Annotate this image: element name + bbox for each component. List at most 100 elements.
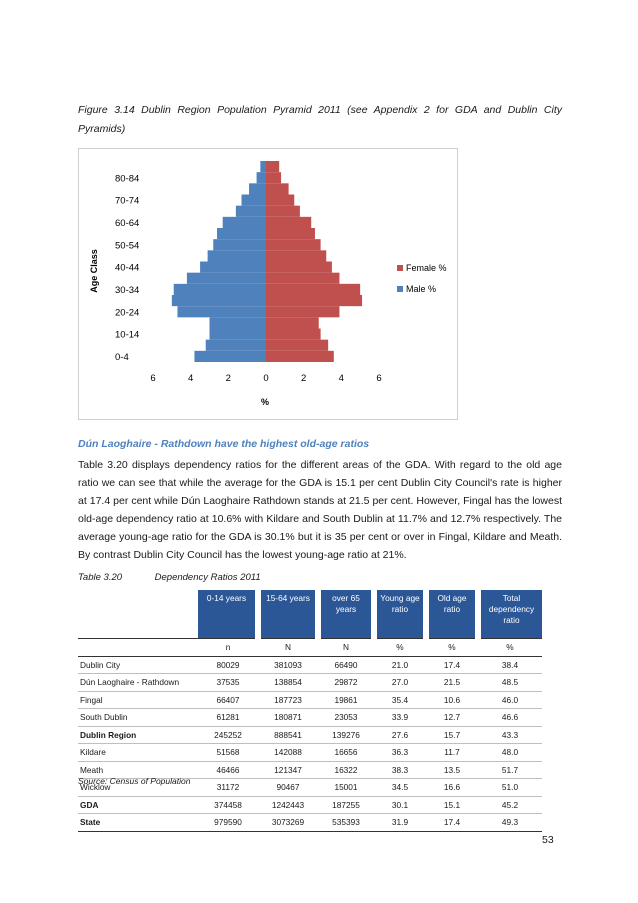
male-bar (241, 194, 266, 206)
units-empty-cell (78, 638, 198, 657)
header-15-64: 15-64 years (258, 590, 321, 639)
table-cell: 10.6 (426, 691, 478, 709)
units-row: n N N % % % (78, 638, 542, 657)
table-cell: 19861 (318, 691, 374, 709)
male-bar (186, 272, 266, 284)
table-cell: 45.2 (478, 796, 542, 814)
header-total-dependency-ratio: Total dependency ratio (478, 590, 542, 639)
male-bar (249, 183, 266, 195)
table-cell: 90467 (258, 778, 318, 797)
table-cell: 51568 (198, 743, 258, 762)
table-cell: 35.4 (374, 691, 426, 709)
table-caption: Table 3.20 Dependency Ratios 2011 (78, 572, 261, 583)
x-tick-label: 0 (263, 373, 268, 384)
page-number: 53 (542, 834, 554, 846)
male-bar (177, 306, 266, 318)
female-bar (266, 216, 312, 228)
female-bar (266, 350, 334, 362)
y-tick-label: 10-14 (115, 330, 139, 341)
y-tick-label: 20-24 (115, 307, 139, 318)
pyramid-svg: 0-4 10-14 20-24 30-34 40-44 50-54 60-64 70-74 80… (89, 161, 447, 407)
table-cell: 245252 (198, 726, 258, 744)
female-bar (266, 306, 340, 318)
header-young-age-ratio: Young age ratio (374, 590, 429, 639)
legend-label: Male % (406, 284, 436, 294)
female-bar (266, 295, 363, 307)
y-tick-label: 60-64 (115, 218, 139, 229)
table-row: Dublin Region 245252 888541 139276 27.6 15.7 4… (78, 726, 542, 744)
y-tick-label: 40-44 (115, 263, 139, 274)
female-bar (266, 339, 329, 351)
female-bar (266, 250, 327, 262)
table-row: Meath 46466 121347 16322 38.3 13.5 51.7 (78, 761, 542, 779)
y-tick-label: 50-54 (115, 240, 139, 251)
table-cell: 27.6 (374, 726, 426, 744)
row-label: Wicklow (78, 778, 198, 797)
table-cell: 31172 (198, 778, 258, 797)
table-title: Dependency Ratios 2011 (154, 572, 261, 583)
table-cell: 21.5 (426, 673, 478, 692)
female-bar (266, 317, 319, 329)
header-over-65: over 65 years (318, 590, 377, 639)
legend-label: Female % (406, 263, 447, 273)
row-label: Kildare (78, 743, 198, 762)
table-cell: 535393 (318, 813, 374, 832)
table-cell: 36.3 (374, 743, 426, 762)
legend-swatch (397, 286, 403, 292)
table-cell: 46.0 (478, 691, 542, 709)
table-cell: 23053 (318, 708, 374, 727)
table-cell: 15001 (318, 778, 374, 797)
table-row: State 979590 3073269 535393 31.9 17.4 49.3 (78, 813, 542, 832)
table-cell: 11.7 (426, 743, 478, 762)
header-0-14: 0-14 years (198, 590, 261, 639)
male-bar (171, 295, 266, 307)
table-cell: 51.0 (478, 778, 542, 797)
male-bar (209, 317, 266, 329)
unit-cell: % (426, 638, 478, 657)
population-pyramid-chart: 0-4 10-14 20-24 30-34 40-44 50-54 60-64 70-74 80… (78, 148, 458, 420)
table-cell: 46.6 (478, 708, 542, 727)
x-tick-label: 4 (188, 373, 193, 384)
paragraph-text: Table 3.20 displays dependency ratios fo… (78, 459, 562, 561)
table-cell: 3073269 (258, 813, 318, 832)
table-cell: 30.1 (374, 796, 426, 814)
x-tick-label: 6 (376, 373, 381, 384)
female-bar (266, 272, 340, 284)
table-cell: 180871 (258, 708, 318, 727)
male-bar (194, 350, 266, 362)
male-bar (209, 328, 266, 340)
x-tick-label: 4 (339, 373, 344, 384)
female-bar (266, 183, 289, 195)
header-old-age-ratio: Old age ratio (426, 590, 481, 639)
table-cell: 80029 (198, 656, 258, 674)
row-label: Meath (78, 761, 198, 779)
male-bar (213, 239, 266, 251)
male-bar (235, 205, 266, 217)
male-bar (200, 261, 266, 273)
table-cell: 29872 (318, 673, 374, 692)
table-cell: 43.3 (478, 726, 542, 744)
row-label: South Dublin (78, 708, 198, 727)
table-cell: 48.0 (478, 743, 542, 762)
female-bar (266, 261, 332, 273)
x-tick-label: 2 (301, 373, 306, 384)
row-label: State (78, 813, 198, 832)
legend-swatch (397, 265, 403, 271)
row-label: Fingal (78, 691, 198, 709)
y-tick-label: 80-84 (115, 173, 139, 184)
table-cell: 979590 (198, 813, 258, 832)
table-header-row: 0-14 years 15-64 years over 65 years You… (78, 590, 542, 639)
table-row: Dublin City 80029 381093 66490 21.0 17.4 38.4 (78, 656, 542, 674)
table-row: Wicklow 31172 90467 15001 34.5 16.6 51.0 (78, 778, 542, 797)
table-cell: 27.0 (374, 673, 426, 692)
table-cell: 66407 (198, 691, 258, 709)
female-bar (266, 239, 321, 251)
table-cell: 16656 (318, 743, 374, 762)
table-cell: 66490 (318, 656, 374, 674)
table-cell: 49.3 (478, 813, 542, 832)
table-row: GDA 374458 1242443 187255 30.1 15.1 45.2 (78, 796, 542, 814)
male-bar (222, 216, 266, 228)
x-tick-label: 6 (150, 373, 155, 384)
table-cell: 33.9 (374, 708, 426, 727)
table-cell: 888541 (258, 726, 318, 744)
